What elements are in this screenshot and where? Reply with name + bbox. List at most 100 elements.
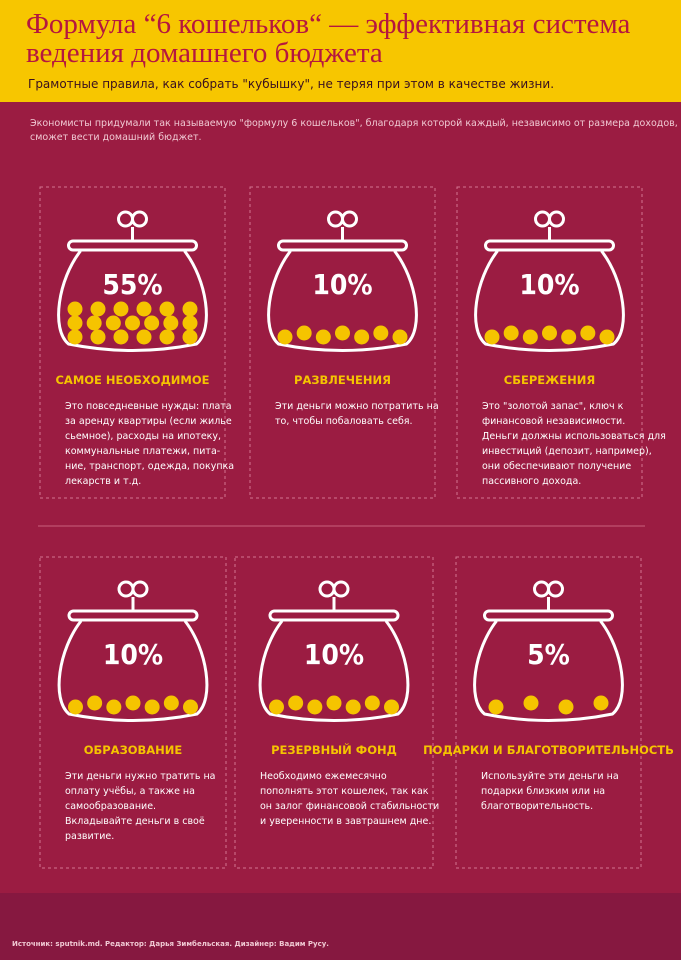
coin [522,329,538,345]
card-text: он залог финансовой стабильности [260,801,439,812]
card-border [456,186,643,499]
card-border [234,556,434,869]
purse-body [474,250,625,352]
footer: Источник: sputnik.md. Редактор: Дарья Зи… [12,940,329,948]
purse-clasp [131,210,148,228]
card-border [39,556,227,869]
coin [326,695,342,711]
coin [593,695,609,711]
card-text: самообразование. [65,801,156,812]
coin [558,699,574,715]
card-text: Это "золотой запас", ключ к [482,401,624,412]
card-text: инвестиций (депозит, например), [482,446,652,457]
card-text: Необходимо ежемесячно [260,771,387,782]
purse-clasp [547,580,564,598]
coin [296,325,312,341]
card-text: Используйте эти деньги на [481,771,619,782]
percent: 10% [103,638,163,671]
coin [125,315,140,331]
coin [384,699,399,715]
coin [392,329,408,345]
coin [182,315,198,331]
card-text: подарки близким или на [481,786,605,797]
title-line: Формула “6 кошельков“ — эффективная сист… [26,8,631,40]
coin [68,699,83,715]
card-text: пассивного дохода. [482,476,581,487]
card-text: за аренду квартиры (если жилье [65,416,232,427]
purse-frame [483,609,614,622]
coin [159,301,175,317]
card-text: лекарств и т.д. [65,476,141,487]
intro-line: сможет вести домашний бюджет. [30,132,202,143]
purse-body [267,250,418,352]
card-text: Это повседневные нужды: плата [65,401,232,412]
coin [125,695,141,711]
coin [354,329,370,345]
coin [315,329,331,345]
coin [269,699,284,715]
card-text: сьемное), расходы на ипотеку, [65,431,221,442]
coin [67,329,83,345]
subtitle: Грамотные правила, как собрать "кубышку"… [28,77,554,91]
coin [163,315,179,331]
purse-clasp [332,580,350,598]
coin [599,329,615,345]
coin [542,325,557,341]
coin [373,325,389,341]
card-border [39,186,226,499]
coin [580,325,596,341]
purse-body [258,620,410,722]
purse-frame [484,239,615,252]
coin [106,699,122,715]
coin [113,301,129,317]
purse-body [57,250,208,352]
percent: 55% [102,268,162,301]
coin [345,699,361,715]
card-text: финансовой независимости. [482,416,625,427]
header-band [0,0,681,102]
title-line: ведения домашнего бюджета [26,37,383,69]
card-title: РЕЗЕРВНЫЙ ФОНД [271,742,397,757]
coin [182,329,198,345]
coin [561,329,577,345]
card-text: они обеспечивают получение [482,461,631,472]
card-title: РАЗВЛЕЧЕНИЯ [294,373,391,387]
purse-clasp [548,210,565,228]
coin [182,301,198,317]
card-title: ОБРАЗОВАНИЕ [84,743,183,757]
coin [163,695,179,711]
coin [67,301,83,317]
card-border [249,186,436,499]
coin [67,315,83,331]
coin [488,699,504,715]
card-text: пополнять этот кошелек, так как [260,786,429,797]
footer-band [0,893,681,960]
coin [159,329,175,345]
card-text: коммунальные платежи, пита- [65,446,220,457]
coin [288,695,304,711]
card-text: Эти деньги нужно тратить на [65,771,215,782]
percent: 10% [312,268,372,301]
card-title: СБЕРЕЖЕНИЯ [504,373,595,387]
card-title: ПОДАРКИ И БЛАГОТВОРИТЕЛЬНОСТЬ [423,743,674,757]
purse-frame [67,609,199,622]
card-title: САМОЕ НЕОБХОДИМОЕ [55,373,209,387]
card-text: благотворительность. [481,801,593,812]
card-border [455,556,642,869]
coin [364,695,380,711]
coin [86,315,102,331]
card-text: Вкладывайте деньги в своё [65,816,205,827]
coin [144,315,160,331]
purse-frame [67,239,198,252]
coin [183,699,198,715]
percent: 10% [519,268,579,301]
coin [136,329,152,345]
coin [136,301,152,317]
card-text: развитие. [65,831,114,842]
purse-clasp [341,210,358,228]
intro-line: Экономисты придумали так называемую "фор… [30,118,678,129]
card-text: ние, транспорт, одежда, покупка [65,461,234,472]
coin [105,315,121,331]
